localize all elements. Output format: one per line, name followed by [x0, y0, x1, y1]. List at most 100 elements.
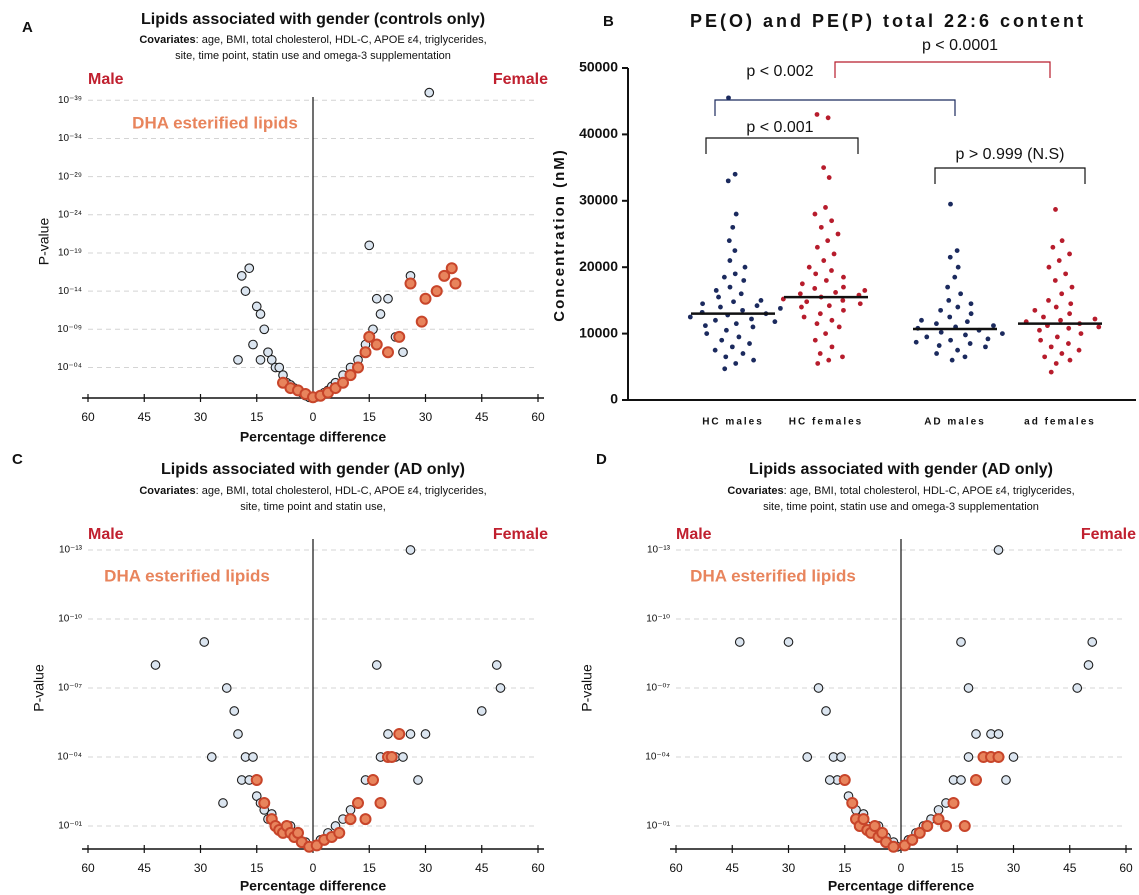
data-point [740, 351, 746, 356]
data-point [476, 706, 487, 716]
data-point [726, 238, 732, 244]
x-tick-label: 0 [310, 410, 317, 424]
data-point [906, 833, 919, 846]
data-point [887, 840, 900, 853]
data-point [797, 291, 803, 297]
data-point [732, 271, 738, 277]
subtitle: site, time point, statin use and omega-3… [763, 501, 1039, 513]
data-point [398, 347, 408, 358]
data-point [799, 281, 805, 287]
y-tick-label: 10⁻⁰⁴ [57, 362, 82, 373]
data-point [221, 683, 232, 693]
data-point [733, 361, 739, 366]
data-point [992, 751, 1005, 763]
data-point [718, 304, 723, 310]
data-point [333, 826, 346, 839]
chart-title: Lipids associated with gender (controls … [141, 11, 485, 28]
data-point [772, 319, 778, 325]
annotation: p < 0.002 [746, 63, 813, 80]
data-point [1066, 325, 1072, 331]
data-point [857, 301, 863, 307]
data-point [1078, 331, 1084, 336]
y-tick-label: 10000 [579, 324, 618, 340]
series-label: DHA esterified lipids [104, 566, 270, 585]
data-point [734, 637, 745, 647]
data-point [374, 797, 387, 809]
data-point [266, 354, 277, 365]
x-axis-label: Percentage difference [240, 429, 386, 445]
y-tick-label: 10⁻¹⁰ [646, 614, 670, 625]
subtitle-label: Covariates [139, 485, 195, 497]
x-tick-label: 60 [531, 861, 545, 875]
x-tick-label: HC males [702, 417, 764, 428]
data-point [255, 354, 266, 365]
y-tick-label: 10⁻¹⁴ [58, 286, 82, 297]
data-point [1083, 660, 1094, 670]
data-point [749, 316, 754, 322]
data-point [730, 224, 736, 230]
data-point [806, 264, 812, 270]
x-tick-label: 30 [194, 410, 208, 424]
x-tick-label: 45 [475, 861, 489, 875]
x-tick-label: 30 [194, 861, 208, 875]
data-point [742, 264, 748, 270]
data-point [732, 248, 738, 254]
data-point [968, 301, 974, 307]
data-point [1038, 337, 1043, 343]
data-point [723, 354, 729, 360]
panel-label: D [596, 451, 607, 468]
x-axis-label: Percentage difference [828, 878, 974, 894]
subtitle-label: Covariates [139, 34, 195, 46]
x-axis-label: Percentage difference [240, 878, 386, 894]
data-point [1053, 207, 1058, 212]
data-point [985, 336, 991, 342]
y-tick-label: 10⁻³⁴ [58, 133, 82, 144]
data-point [783, 637, 794, 647]
left-label: Male [88, 526, 124, 543]
data-point [993, 545, 1004, 555]
x-tick-label: 45 [726, 861, 740, 875]
data-point [385, 751, 398, 763]
x-tick-label: 15 [250, 410, 264, 424]
data-point [383, 729, 393, 739]
data-point [1059, 238, 1065, 244]
data-point [713, 317, 718, 323]
y-tick-label: 10⁻¹³ [647, 545, 671, 556]
data-point [1059, 291, 1065, 297]
panel-label: B [603, 13, 614, 30]
data-point [821, 706, 831, 716]
data-point [738, 291, 744, 297]
data-point [1068, 301, 1074, 307]
y-axis-label: Concentration (nM) [551, 148, 568, 321]
data-point [956, 637, 966, 647]
data-point [1059, 351, 1065, 356]
y-tick-label: 40000 [579, 125, 618, 141]
data-point [934, 321, 939, 327]
data-point [826, 357, 832, 363]
subtitle: Covariates: age, BMI, total cholesterol,… [727, 485, 1074, 497]
data-point [970, 774, 982, 786]
data-point [687, 314, 693, 320]
data-point [1046, 264, 1052, 270]
panel-label: A [22, 19, 33, 36]
series-label: DHA esterified lipids [690, 566, 856, 585]
data-point [363, 330, 376, 343]
y-tick-label: 20000 [579, 258, 618, 274]
data-point [841, 284, 846, 290]
data-point [857, 813, 870, 826]
data-point [337, 376, 349, 389]
data-point [958, 820, 971, 832]
y-tick-label: 10⁻⁰¹ [646, 821, 670, 832]
data-point [835, 231, 841, 237]
data-point [947, 314, 953, 320]
x-tick-label: 15 [951, 861, 965, 875]
data-point [938, 329, 944, 335]
data-point [801, 314, 807, 320]
data-point [1050, 244, 1056, 250]
data-point [777, 305, 783, 311]
data-point [723, 327, 729, 333]
data-point [868, 820, 881, 832]
x-tick-label: 60 [531, 410, 545, 424]
data-point [419, 292, 432, 305]
data-point [352, 797, 364, 809]
